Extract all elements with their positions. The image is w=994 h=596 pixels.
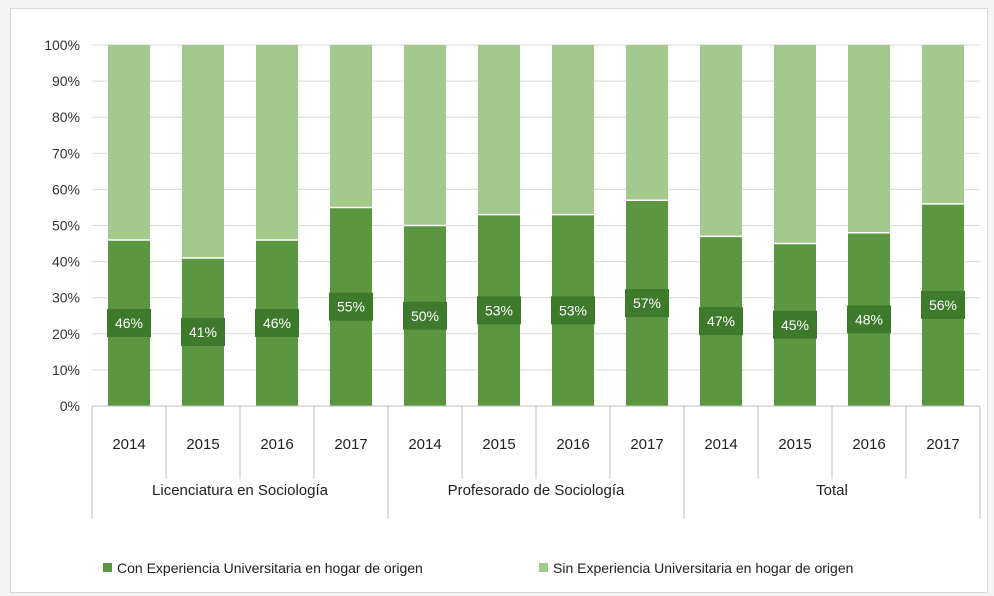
bar-sin-experiencia-11	[922, 45, 964, 204]
data-label: 53%	[559, 302, 587, 318]
data-label: 56%	[929, 297, 957, 313]
x-year-label: 2014	[112, 436, 145, 453]
bar-sin-experiencia-6	[552, 45, 594, 215]
y-tick-label: 90%	[52, 73, 80, 89]
x-year-label: 2015	[186, 436, 219, 453]
bar-sin-experiencia-8	[700, 45, 742, 237]
data-label: 48%	[855, 311, 883, 327]
data-label-box-6	[551, 296, 595, 325]
x-year-label: 2015	[482, 436, 515, 453]
legend-label-sin: Sin Experiencia Universitaria en hogar d…	[553, 560, 853, 576]
bar-sin-experiencia-7	[626, 45, 668, 201]
y-tick-label: 0%	[60, 398, 80, 414]
bar-sin-experiencia-1	[182, 45, 224, 258]
bar-sin-experiencia-5	[478, 45, 520, 215]
bar-sin-experiencia-9	[774, 45, 816, 244]
data-label: 55%	[337, 299, 365, 315]
bar-sin-experiencia-4	[404, 45, 446, 226]
y-tick-label: 100%	[44, 37, 80, 53]
bar-sin-experiencia-10	[848, 45, 890, 233]
y-tick-label: 80%	[52, 109, 80, 125]
data-label: 47%	[707, 313, 735, 329]
x-group-label: Profesorado de Sociología	[448, 482, 625, 499]
x-year-label: 2016	[556, 436, 589, 453]
bar-sin-experiencia-3	[330, 45, 372, 208]
x-year-label: 2014	[408, 436, 441, 453]
bar-sin-experiencia-0	[108, 45, 150, 240]
x-year-label: 2016	[260, 436, 293, 453]
data-label: 45%	[781, 317, 809, 333]
data-label: 41%	[189, 324, 217, 340]
x-year-label: 2017	[630, 436, 663, 453]
x-year-label: 2017	[926, 436, 959, 453]
y-tick-label: 10%	[52, 362, 80, 378]
y-tick-label: 30%	[52, 290, 80, 306]
x-group-label: Licenciatura en Sociología	[152, 482, 329, 499]
data-label-box-1	[181, 317, 225, 346]
bar-sin-experiencia-2	[256, 45, 298, 240]
legend-swatch-con	[103, 563, 112, 572]
data-label-box-5	[477, 296, 521, 325]
y-tick-label: 40%	[52, 254, 80, 270]
data-label: 46%	[115, 315, 143, 331]
y-tick-label: 20%	[52, 326, 80, 342]
data-label-box-11	[921, 290, 965, 319]
x-year-label: 2016	[852, 436, 885, 453]
x-year-label: 2017	[334, 436, 367, 453]
x-year-label: 2014	[704, 436, 737, 453]
data-label-box-7	[625, 289, 669, 318]
data-label-box-9	[773, 310, 817, 339]
legend-label-con: Con Experiencia Universitaria en hogar d…	[117, 560, 423, 576]
y-tick-label: 70%	[52, 145, 80, 161]
x-group-label: Total	[816, 482, 848, 499]
data-label: 46%	[263, 315, 291, 331]
legend-swatch-sin	[539, 563, 548, 572]
data-label: 53%	[485, 302, 513, 318]
data-label-box-10	[847, 305, 891, 334]
data-label-box-4	[403, 301, 447, 330]
stacked-bar-chart: 0% 10% 20% 30% 40% 50% 60% 70% 80% 90% 100% 46% 41% 4…	[44, 37, 981, 576]
data-label-box-0	[107, 308, 151, 337]
data-label-box-3	[329, 292, 373, 321]
data-label-box-2	[255, 308, 299, 337]
chart-frame: 0% 10% 20% 30% 40% 50% 60% 70% 80% 90% 100% 46% 41% 4…	[10, 8, 988, 593]
data-label: 57%	[633, 295, 661, 311]
data-label: 50%	[411, 308, 439, 324]
data-label-box-8	[699, 307, 743, 336]
y-tick-label: 50%	[52, 218, 80, 234]
y-tick-label: 60%	[52, 181, 80, 197]
x-year-label: 2015	[778, 436, 811, 453]
